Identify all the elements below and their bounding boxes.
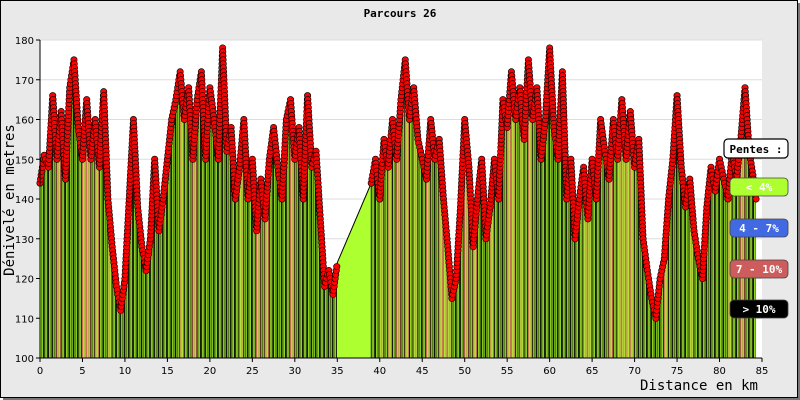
data-point — [333, 263, 341, 271]
x-tick-label: 30 — [288, 366, 301, 377]
y-tick-label: 180 — [15, 36, 34, 47]
x-tick-label: 5 — [79, 366, 85, 377]
y-tick-label: 110 — [15, 314, 34, 325]
x-tick-label: 60 — [543, 366, 556, 377]
x-tick-label: 25 — [246, 366, 259, 377]
y-tick-label: 140 — [15, 195, 34, 206]
x-tick-label: 40 — [373, 366, 386, 377]
y-tick-label: 100 — [15, 354, 34, 365]
x-tick-label: 15 — [161, 366, 174, 377]
chart-title: Parcours 26 — [364, 7, 437, 20]
legend-swatch — [729, 177, 789, 197]
x-tick-label: 85 — [756, 366, 769, 377]
legend-label: 7 - 10% — [736, 263, 783, 276]
x-axis-title: Distance en km — [640, 378, 758, 394]
data-point — [752, 195, 760, 203]
y-tick-label: 130 — [15, 235, 34, 246]
legend-title: Pentes : — [730, 143, 783, 156]
x-tick-label: 45 — [416, 366, 429, 377]
x-tick-label: 50 — [458, 366, 471, 377]
x-tick-label: 65 — [586, 366, 599, 377]
legend-label: < 4% — [746, 181, 773, 194]
x-tick-label: 35 — [331, 366, 344, 377]
y-tick-label: 170 — [15, 76, 34, 87]
y-tick-label: 160 — [15, 116, 34, 127]
legend-label: > 10% — [742, 303, 775, 316]
y-axis-title: Dénivelé en metres — [2, 124, 18, 276]
legend-swatch — [729, 299, 789, 319]
legend-label: 4 - 7% — [739, 222, 779, 235]
x-tick-label: 10 — [119, 366, 132, 377]
legend-swatch — [729, 259, 789, 279]
y-tick-label: 120 — [15, 275, 34, 286]
legend-title-box — [723, 138, 789, 159]
x-tick-label: 55 — [501, 366, 514, 377]
legend-swatch — [729, 218, 789, 238]
x-tick-label: 20 — [204, 366, 217, 377]
x-tick-label: 75 — [671, 366, 684, 377]
x-tick-label: 80 — [713, 366, 726, 377]
y-tick-label: 150 — [15, 155, 34, 166]
x-tick-label: 0 — [37, 366, 43, 377]
x-tick-label: 70 — [628, 366, 641, 377]
